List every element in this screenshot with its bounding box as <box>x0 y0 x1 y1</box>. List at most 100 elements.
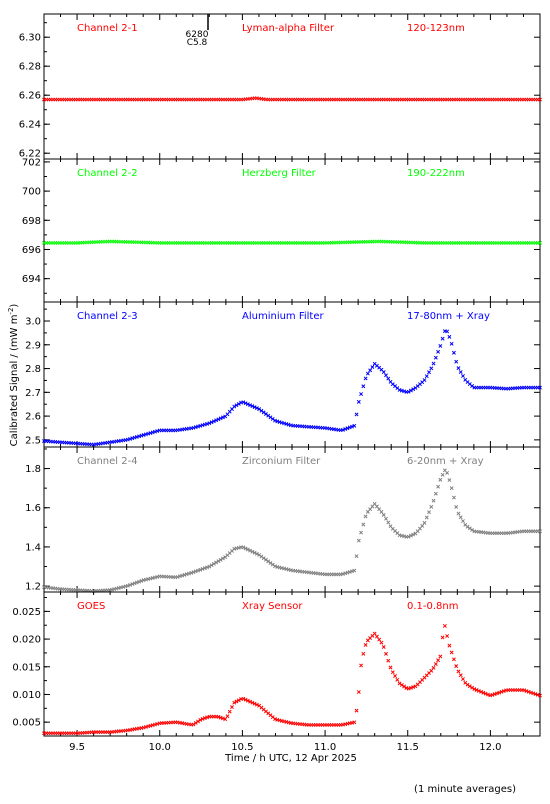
data-point <box>234 699 239 704</box>
panel-filter-label: Aluminium Filter <box>242 311 325 322</box>
data-point <box>461 519 465 524</box>
data-point <box>218 416 223 421</box>
data-point <box>198 717 203 722</box>
y-tick-label: 1.8 <box>25 464 41 475</box>
data-point <box>379 640 384 645</box>
data-point <box>363 642 368 647</box>
y-tick-label: 6.30 <box>19 33 41 44</box>
y-axis-label-close: ) <box>9 304 20 308</box>
data-point <box>427 370 431 375</box>
y-tick-label: 702 <box>22 157 41 168</box>
data-point <box>442 623 447 628</box>
data-point <box>431 361 436 366</box>
data-point <box>424 515 429 520</box>
x-tick-label: 9.5 <box>69 742 85 753</box>
data-point <box>422 520 427 525</box>
data-point <box>377 637 382 642</box>
data-point <box>361 384 366 389</box>
panel-channel-label: GOES <box>77 601 105 612</box>
data-point <box>436 349 441 354</box>
data-point <box>241 400 246 405</box>
y-tick-label: 6.22 <box>19 149 41 160</box>
data-point <box>234 403 239 408</box>
data-point <box>365 371 370 376</box>
data-point <box>406 389 411 394</box>
x-tick-label: 11.0 <box>314 742 336 753</box>
data-point <box>408 533 413 538</box>
data-point <box>470 685 475 690</box>
data-point <box>456 366 461 371</box>
data-point <box>408 388 413 393</box>
panel-channel-label: Channel 2-3 <box>77 311 138 322</box>
panel-filter-label: Lyman-alpha Filter <box>242 23 335 34</box>
panel-channel-label: Channel 2-2 <box>77 168 138 179</box>
panel-5: 0.005 0.010 0.015 0.020 0.025 GOES Xray Sensor… <box>12 591 542 737</box>
data-point <box>429 366 434 371</box>
data-point <box>232 700 237 705</box>
y-axis-label-exp: -2 <box>7 308 15 315</box>
y-tick-label: 0.025 <box>12 607 41 618</box>
data-point <box>485 692 490 697</box>
data-point <box>252 701 257 706</box>
data-point <box>209 563 214 568</box>
data-point <box>254 406 259 411</box>
data-point <box>248 403 253 408</box>
data-point <box>384 373 388 378</box>
data-point <box>429 504 434 509</box>
data-point <box>363 376 368 381</box>
y-tick-label: 6.28 <box>19 62 41 73</box>
panel-channel-label: Channel 2-4 <box>77 456 138 467</box>
x-axis-label: Time / h UTC, 12 Apr 2025 <box>224 753 357 764</box>
x-tick-label: 10.0 <box>149 742 171 753</box>
series-markers <box>42 623 542 736</box>
data-point <box>241 545 246 550</box>
x-tick-label: 12.0 <box>479 742 501 753</box>
data-point <box>449 486 454 491</box>
data-point <box>245 402 250 407</box>
data-point <box>243 697 248 702</box>
data-point <box>374 634 379 639</box>
y-tick-label: 0.015 <box>12 662 41 673</box>
data-point <box>445 329 450 334</box>
data-point <box>458 370 463 374</box>
data-point <box>381 512 386 517</box>
data-point <box>456 511 461 516</box>
data-point <box>254 551 259 556</box>
data-point <box>386 376 391 381</box>
data-point <box>207 421 212 426</box>
data-point <box>386 520 391 525</box>
y-tick-label: 2.6 <box>25 412 41 423</box>
data-point <box>359 392 364 397</box>
data-point <box>433 662 438 666</box>
data-point <box>250 404 255 409</box>
data-point <box>397 681 402 686</box>
data-point <box>451 350 456 355</box>
data-point <box>354 554 359 559</box>
data-point <box>424 374 429 379</box>
data-point <box>352 720 357 725</box>
data-point <box>254 702 259 707</box>
x-tick-label: 11.5 <box>397 742 419 753</box>
data-point <box>454 505 459 509</box>
data-point <box>352 568 357 573</box>
data-point <box>438 344 443 348</box>
y-tick-label: 1.2 <box>25 582 41 593</box>
data-point <box>250 549 255 554</box>
data-point <box>361 522 366 527</box>
data-point <box>393 674 398 678</box>
data-point <box>218 557 223 562</box>
data-point <box>230 705 234 710</box>
data-point <box>411 387 416 392</box>
panel-2: 694 696 698 700 702 Channel 2-2 Herzberg Filte… <box>22 157 542 303</box>
data-point <box>368 368 373 373</box>
data-point <box>273 418 277 423</box>
series-markers <box>42 468 542 593</box>
data-point <box>191 722 196 727</box>
data-point <box>216 559 221 564</box>
data-point <box>447 643 452 648</box>
footnote: (1 minute averages) <box>414 784 516 795</box>
data-point <box>359 530 364 535</box>
data-point <box>449 341 454 346</box>
panel-filter-label: Xray Sensor <box>242 601 303 612</box>
data-point <box>402 684 407 689</box>
